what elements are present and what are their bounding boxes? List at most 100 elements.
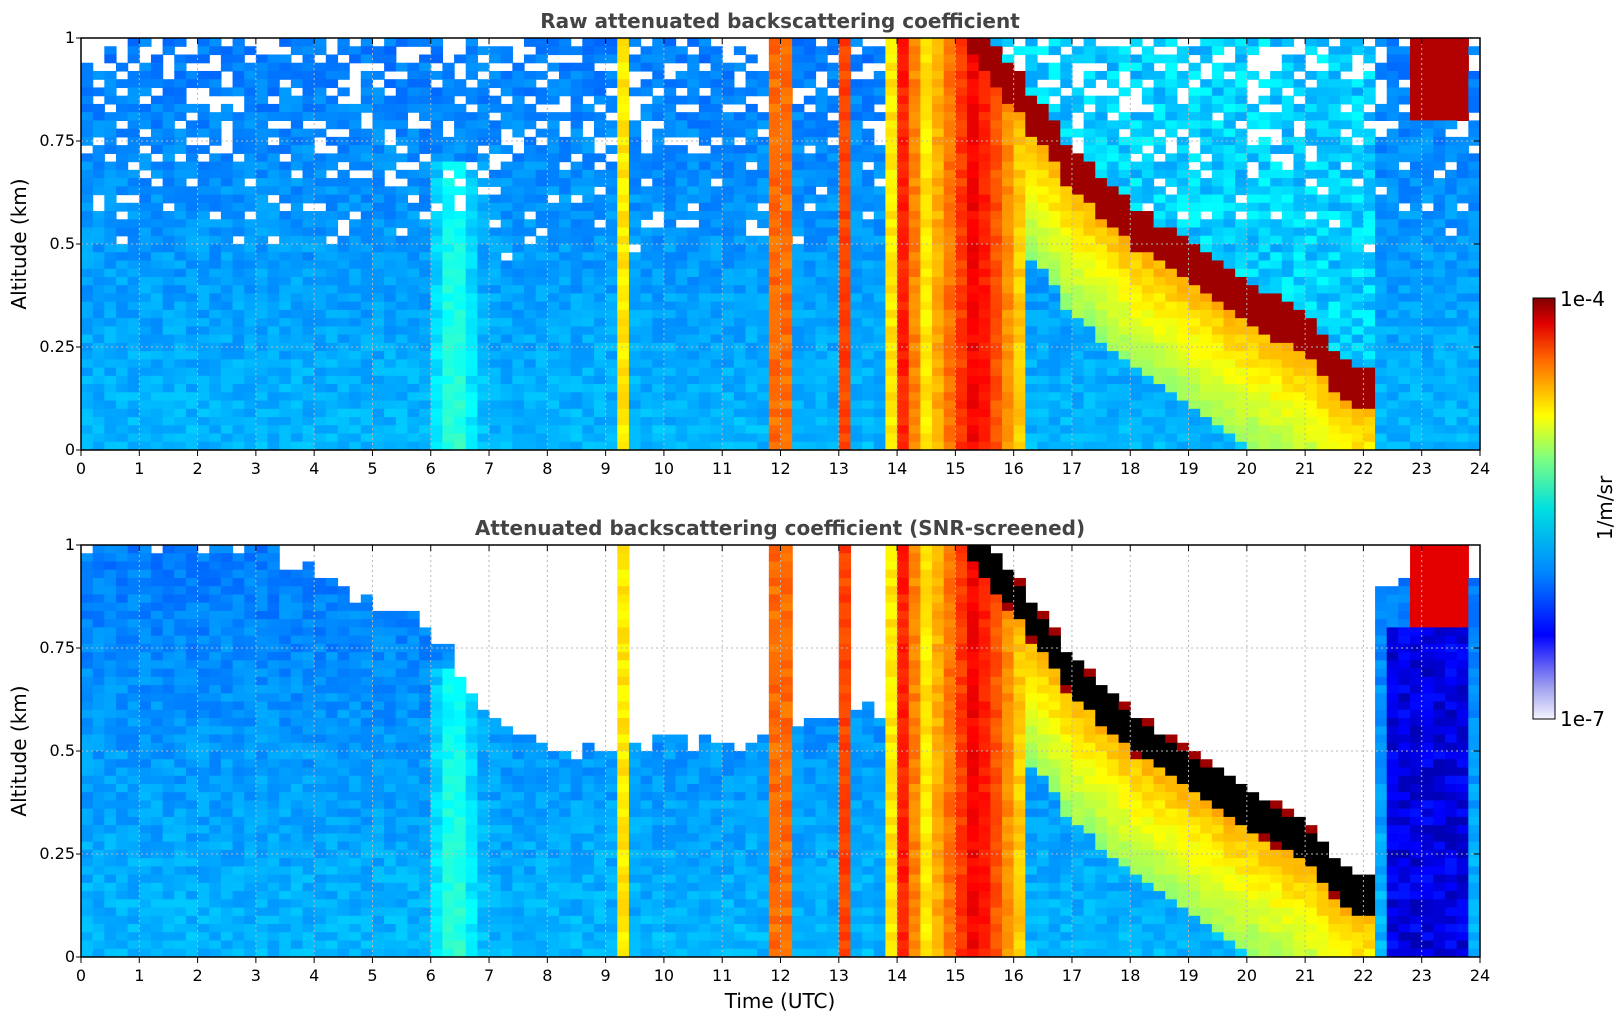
heatmap-cell	[1223, 79, 1236, 89]
heatmap-cell	[465, 194, 478, 204]
heatmap-cell	[698, 161, 712, 171]
heatmap-cell	[372, 178, 385, 187]
heatmap-cell	[197, 425, 210, 435]
heatmap-cell	[967, 252, 980, 262]
heatmap-cell	[465, 408, 478, 418]
heatmap-cell	[920, 202, 933, 212]
heatmap-cell	[605, 425, 618, 435]
heatmap-cell	[605, 334, 618, 344]
heatmap-cell	[955, 301, 968, 311]
heatmap-cell	[372, 194, 385, 204]
heatmap-cell	[1281, 202, 1295, 212]
heatmap-cell	[454, 334, 467, 344]
heatmap-cell	[815, 441, 828, 450]
heatmap-cell	[652, 375, 665, 385]
heatmap-cell	[1071, 169, 1085, 179]
heatmap-cell	[710, 375, 723, 385]
heatmap-cell	[489, 95, 502, 105]
heatmap-cell	[1165, 276, 1178, 286]
heatmap-cell	[885, 235, 898, 245]
heatmap-cell	[978, 268, 991, 278]
heatmap-cell	[827, 367, 840, 377]
heatmap-cell	[1013, 178, 1026, 187]
heatmap-cell	[150, 244, 164, 253]
heatmap-cell	[232, 260, 245, 270]
heatmap-cell	[1060, 95, 1073, 105]
heatmap-cell	[745, 384, 758, 393]
heatmap-cell	[745, 112, 758, 121]
heatmap-cell	[314, 79, 327, 89]
heatmap-cell	[862, 351, 875, 360]
heatmap-cell	[1316, 128, 1330, 138]
heatmap-cell	[710, 70, 723, 80]
heatmap-cell	[1060, 425, 1073, 435]
heatmap-cell	[1013, 367, 1026, 377]
heatmap-cell	[209, 87, 222, 97]
heatmap-cell	[185, 359, 199, 369]
heatmap-cell	[1141, 285, 1155, 295]
heatmap-cell	[780, 334, 793, 344]
heatmap-cell	[384, 400, 397, 410]
heatmap-cell	[722, 227, 735, 237]
heatmap-cell	[1200, 367, 1213, 377]
heatmap-cell	[209, 375, 222, 385]
heatmap-cell	[897, 268, 910, 278]
heatmap-cell	[524, 227, 537, 237]
heatmap-cell	[570, 334, 583, 344]
heatmap-cell	[302, 38, 315, 47]
heatmap-cell	[209, 186, 222, 196]
heatmap-cell	[1036, 268, 1050, 278]
heatmap-cell	[722, 79, 735, 89]
heatmap-cell	[209, 326, 222, 336]
heatmap-cell	[1153, 38, 1166, 47]
heatmap-cell	[1223, 293, 1236, 303]
heatmap-cell	[885, 227, 898, 237]
heatmap-cell	[1060, 375, 1073, 385]
heatmap-cell	[943, 227, 956, 237]
heatmap-cell	[302, 95, 315, 105]
heatmap-cell	[1340, 276, 1353, 286]
heatmap-cell	[267, 186, 280, 196]
heatmap-cell	[127, 342, 140, 352]
heatmap-cell	[1095, 252, 1108, 262]
heatmap-cell	[139, 38, 152, 47]
heatmap-cell	[337, 252, 350, 262]
heatmap-cell	[698, 211, 712, 220]
heatmap-cell	[185, 425, 199, 435]
heatmap-cell	[1246, 227, 1260, 237]
heatmap-cell	[687, 235, 700, 245]
heatmap-cell	[232, 309, 245, 319]
heatmap-cell	[349, 367, 362, 377]
heatmap-cell	[314, 342, 327, 352]
heatmap-cell	[407, 145, 420, 154]
heatmap-cell	[792, 219, 805, 229]
heatmap-cell	[395, 79, 409, 89]
heatmap-cell	[92, 408, 105, 418]
heatmap-cell	[932, 38, 945, 47]
heatmap-cell	[139, 244, 152, 253]
heatmap-cell	[1002, 219, 1015, 229]
heatmap-cell	[1211, 178, 1225, 187]
heatmap-cell	[698, 441, 712, 450]
heatmap-cell	[628, 153, 642, 163]
heatmap-cell	[862, 375, 875, 385]
heatmap-cell	[454, 318, 467, 327]
heatmap-cell	[1200, 334, 1213, 344]
heatmap-cell	[803, 70, 817, 80]
heatmap-cell	[1130, 334, 1143, 344]
heatmap-cell	[255, 70, 269, 80]
heatmap-cell	[1176, 235, 1190, 245]
heatmap-cell	[349, 309, 362, 319]
heatmap-cell	[897, 112, 910, 121]
heatmap-cell	[628, 87, 642, 97]
heatmap-cell	[477, 285, 490, 295]
heatmap-cell	[419, 351, 432, 360]
heatmap-cell	[162, 95, 175, 105]
heatmap-cell	[617, 87, 630, 97]
heatmap-cell	[873, 375, 887, 385]
heatmap-cell	[407, 244, 420, 253]
heatmap-cell	[1095, 178, 1108, 187]
heatmap-cell	[349, 326, 362, 336]
heatmap-cell	[978, 46, 991, 56]
heatmap-cell	[850, 62, 863, 72]
